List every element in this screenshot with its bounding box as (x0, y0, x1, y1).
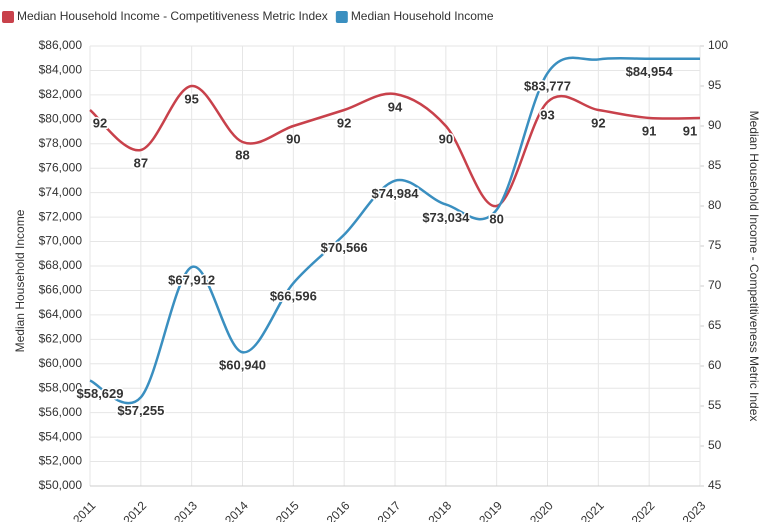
data-label: 87 (134, 155, 148, 170)
y-tick-label: $78,000 (39, 136, 83, 150)
y-tick-label: $54,000 (39, 429, 83, 443)
y2-tick-label: 60 (708, 358, 722, 372)
line-series (89, 56, 701, 405)
y-tick-label: $74,000 (39, 185, 83, 199)
x-tick-label: 2020 (527, 498, 556, 522)
y-tick-label: $86,000 (39, 38, 83, 52)
data-label: $84,954 (626, 64, 674, 79)
data-label: 88 (235, 147, 249, 162)
y-tick-label: $82,000 (39, 87, 83, 101)
data-label: $58,629 (77, 386, 124, 401)
x-tick-label: 2018 (425, 498, 454, 522)
x-tick-label: 2019 (476, 498, 505, 522)
data-label: $66,596 (270, 289, 317, 304)
data-label: 92 (337, 115, 351, 130)
x-tick-label: 2011 (70, 498, 98, 522)
data-label: 80 (489, 211, 503, 226)
data-label: 92 (591, 115, 605, 130)
y-tick-label: $58,000 (39, 380, 83, 394)
x-tick-label: 2017 (375, 498, 404, 522)
y-tick-label: $60,000 (39, 356, 83, 370)
data-label: 95 (184, 91, 198, 106)
x-tick-label: 2013 (171, 498, 200, 522)
legend-label: Median Household Income (351, 9, 494, 23)
y2-tick-label: 45 (708, 478, 722, 492)
y-tick-label: $52,000 (39, 454, 83, 468)
data-label: $83,777 (524, 79, 571, 94)
y-tick-label: $56,000 (39, 405, 83, 419)
data-label: 90 (286, 131, 300, 146)
y-tick-label: $80,000 (39, 112, 83, 126)
y-tick-label: $70,000 (39, 234, 83, 248)
y2-tick-label: 90 (708, 118, 722, 132)
data-label: 92 (93, 115, 107, 130)
y-tick-label: $62,000 (39, 332, 83, 346)
x-tick-label: 2023 (680, 498, 709, 522)
y2-tick-label: 85 (708, 158, 722, 172)
y2-tick-label: 55 (708, 398, 722, 412)
y2-tick-label: 75 (708, 238, 722, 252)
y-axis-title: Median Household Income (13, 209, 27, 352)
data-label: 91 (642, 123, 656, 138)
y2-tick-label: 80 (708, 198, 722, 212)
data-label: 90 (439, 131, 453, 146)
y-tick-label: $84,000 (39, 63, 83, 77)
x-tick-label: 2012 (120, 498, 149, 522)
x-tick-label: 2021 (578, 498, 607, 522)
y-tick-label: $72,000 (39, 209, 83, 223)
data-label: 94 (388, 99, 403, 114)
data-label: $73,034 (422, 210, 470, 225)
y2-tick-label: 50 (708, 438, 722, 452)
y2-tick-label: 65 (708, 318, 722, 332)
y-tick-label: $64,000 (39, 307, 83, 321)
data-label: 91 (683, 123, 697, 138)
data-label: $74,984 (372, 186, 420, 201)
x-tick-label: 2022 (629, 498, 658, 522)
y-tick-label: $76,000 (39, 160, 83, 174)
x-tick-label: 2015 (273, 498, 302, 522)
y2-tick-label: 70 (708, 278, 722, 292)
legend-swatch (335, 11, 348, 23)
y-tick-label: $50,000 (39, 478, 83, 492)
legend-swatch (2, 11, 14, 23)
data-label: 93 (540, 107, 554, 122)
legend-label: Median Household Income - Competitivenes… (17, 9, 328, 23)
data-label: $67,912 (168, 273, 215, 288)
x-tick-label: 2014 (222, 498, 251, 522)
data-label: $57,255 (117, 403, 164, 418)
line-series (89, 84, 701, 208)
data-label: $60,940 (219, 358, 266, 373)
x-tick-label: 2016 (324, 498, 353, 522)
y2-axis-title: Median Household Income - Competitivenes… (747, 111, 761, 422)
y-tick-label: $66,000 (39, 283, 83, 297)
y2-tick-label: 100 (708, 38, 728, 52)
data-label: $70,566 (321, 240, 368, 255)
y2-tick-label: 95 (708, 78, 722, 92)
y-tick-label: $68,000 (39, 258, 83, 272)
